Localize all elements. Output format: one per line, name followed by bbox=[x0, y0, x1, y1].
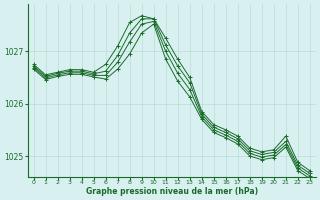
X-axis label: Graphe pression niveau de la mer (hPa): Graphe pression niveau de la mer (hPa) bbox=[86, 187, 258, 196]
